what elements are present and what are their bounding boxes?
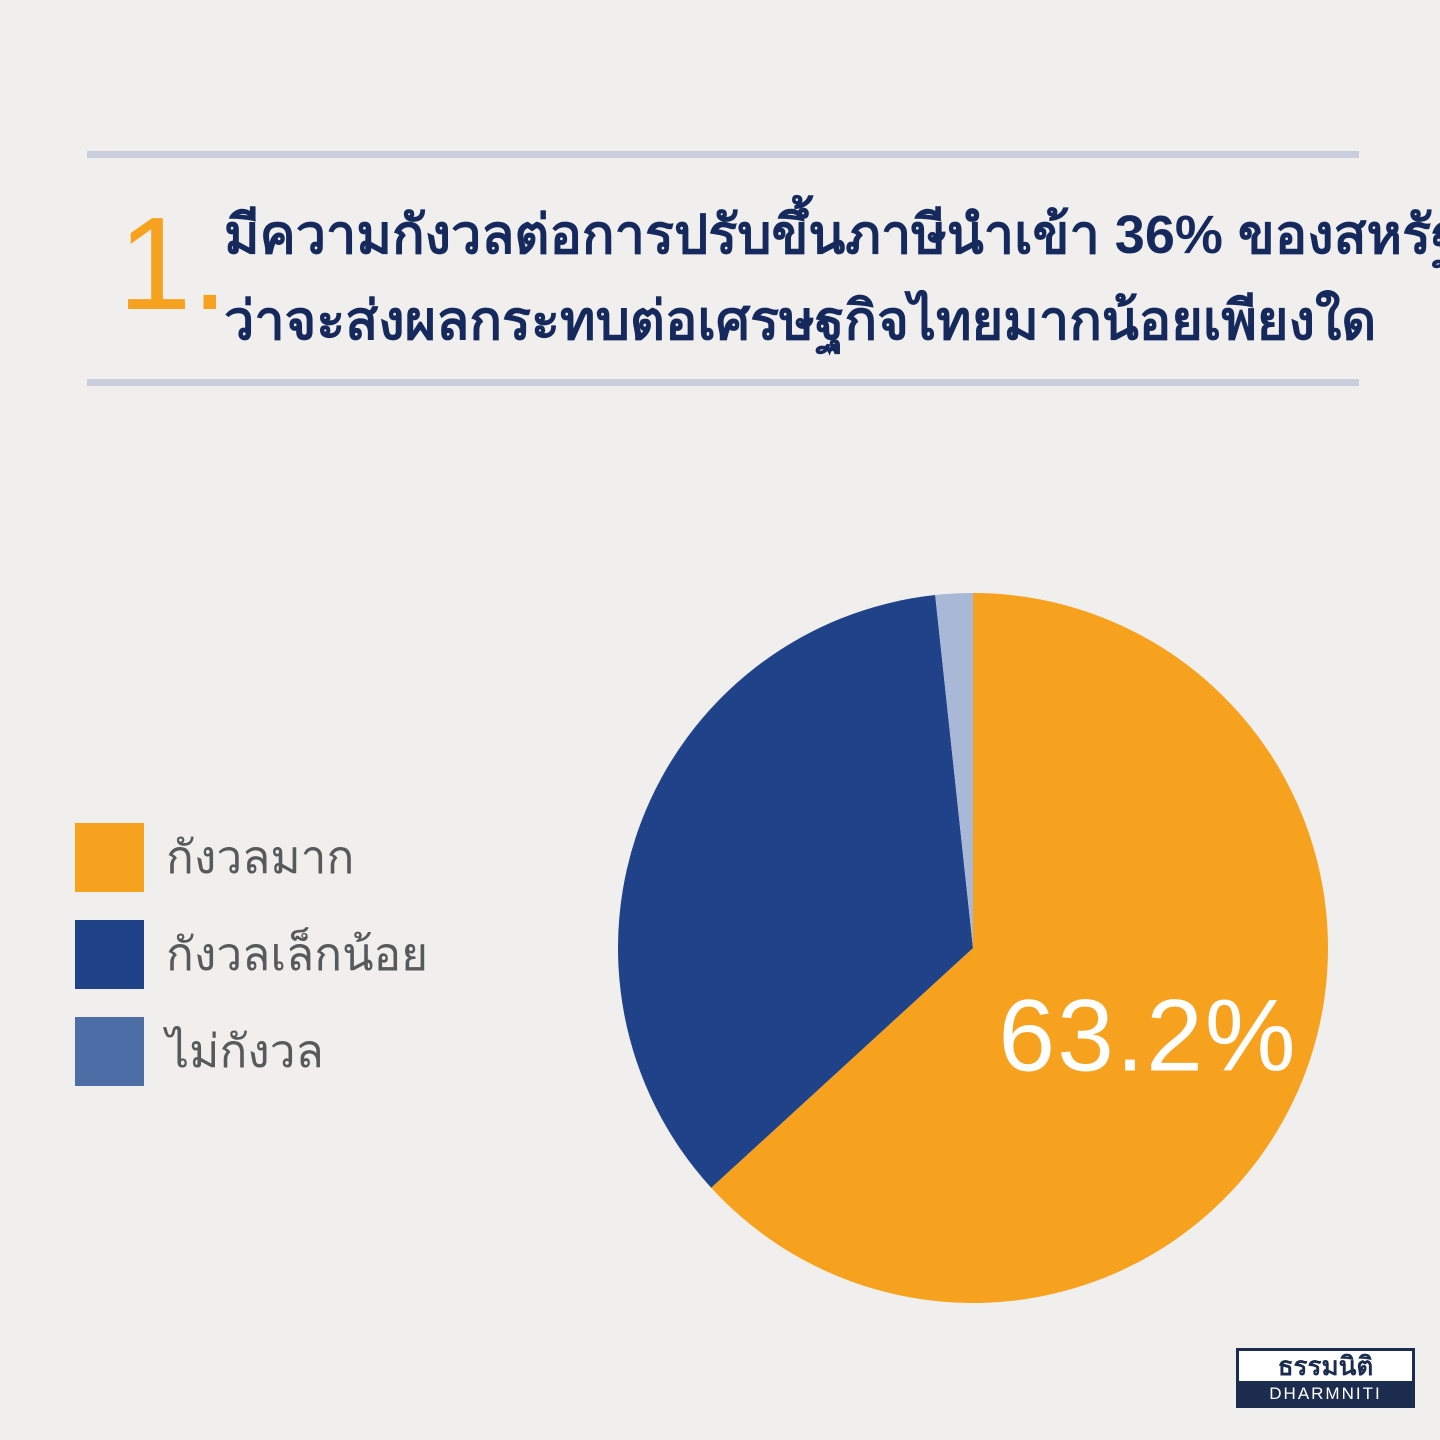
dharmniti-logo: ธรรมนิติ DHARMNITI	[1236, 1348, 1415, 1408]
divider-bottom	[87, 379, 1359, 386]
legend-swatch-navy	[75, 920, 144, 989]
legend-label: ไม่กังวล	[166, 1025, 324, 1077]
legend-item-worried-little: กังวลเล็กน้อย	[75, 918, 428, 991]
legend-item-not-worried: ไม่กังวล	[75, 1015, 428, 1088]
pie-slice-1	[618, 595, 973, 1188]
question-title-line2: ว่าจะส่งผลกระทบต่อเศรษฐกิจไทยมากน้อยเพีย…	[224, 291, 1377, 351]
legend-swatch-orange	[75, 823, 144, 892]
question-title-line1: มีความกังวลต่อการปรับขึ้นภาษีนำเข้า 36% …	[224, 205, 1440, 265]
pie-slices	[618, 593, 1328, 1303]
legend-label: กังวลเล็กน้อย	[166, 928, 429, 980]
pie-data-label: 63.2%	[998, 978, 1298, 1093]
pie-slice-2	[935, 593, 973, 948]
pie-slice-0	[711, 593, 1328, 1303]
legend-label: กังวลมาก	[166, 831, 355, 883]
pie-chart-container	[618, 593, 1328, 1303]
chart-legend: กังวลมาก กังวลเล็กน้อย ไม่กังวล	[75, 821, 428, 1112]
question-title: มีความกังวลต่อการปรับขึ้นภาษีนำเข้า 36% …	[224, 192, 1440, 364]
pie-chart	[618, 593, 1328, 1303]
legend-swatch-slate	[75, 1017, 144, 1086]
logo-thai-name: ธรรมนิติ	[1277, 1351, 1374, 1381]
logo-latin-name: DHARMNITI	[1239, 1381, 1412, 1405]
question-number: 1.	[118, 190, 229, 337]
legend-item-worried-much: กังวลมาก	[75, 821, 428, 894]
divider-top	[87, 151, 1359, 158]
